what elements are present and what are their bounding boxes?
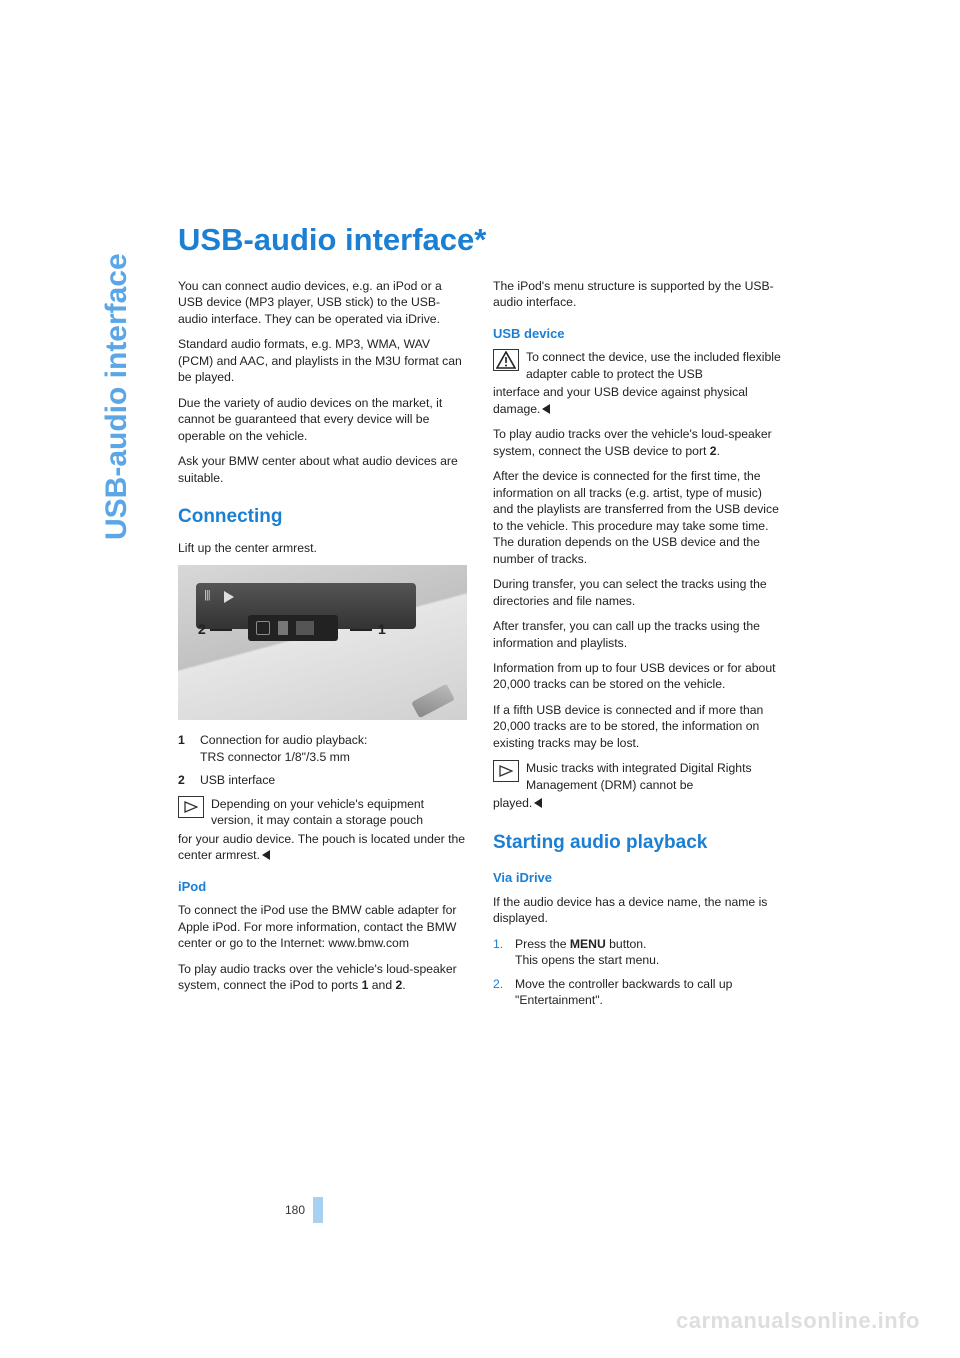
body-text: After the device is connected for the fi… xyxy=(493,468,782,567)
body-text: To play audio tracks over the vehicle's … xyxy=(178,961,467,994)
body-text: During transfer, you can select the trac… xyxy=(493,576,782,609)
item-number: 1 xyxy=(178,732,200,765)
body-text: Lift up the center armrest. xyxy=(178,540,467,556)
item-text: USB interface xyxy=(200,772,467,788)
figure-label-2: 2 xyxy=(198,620,206,639)
sidebar-section-title: USB-audio interface xyxy=(100,253,134,540)
body-text: After transfer, you can call up the trac… xyxy=(493,618,782,651)
note-text: To connect the device, use the included … xyxy=(526,349,782,382)
end-mark-icon xyxy=(542,404,550,414)
body-text: Information from up to four USB devices … xyxy=(493,660,782,693)
page-title: USB-audio interface* xyxy=(178,222,486,258)
heading-ipod: iPod xyxy=(178,878,467,896)
intro-para: You can connect audio devices, e.g. an i… xyxy=(178,278,467,327)
numbered-item: 2 USB interface xyxy=(178,772,467,788)
step-item: Press the MENU button. This opens the st… xyxy=(493,936,782,969)
body-text: The iPod's menu structure is supported b… xyxy=(493,278,782,311)
info-note: Music tracks with integrated Digital Rig… xyxy=(493,760,782,793)
warning-icon xyxy=(493,349,519,371)
numbered-item: 1 Connection for audio playback: TRS con… xyxy=(178,732,467,765)
body-text: If the audio device has a device name, t… xyxy=(493,894,782,927)
intro-para: Due the variety of audio devices on the … xyxy=(178,395,467,444)
note-continuation: played. xyxy=(493,795,782,811)
steps-list: Press the MENU button. This opens the st… xyxy=(493,936,782,1009)
page-number: 180 xyxy=(285,1197,323,1223)
end-mark-icon xyxy=(262,850,270,860)
watermark: carmanualsonline.info xyxy=(676,1308,920,1334)
figure-armrest: ||| 2 1 xyxy=(178,565,467,720)
note-text: Depending on your vehicle's equipment ve… xyxy=(211,796,467,829)
intro-para: Ask your BMW center about what audio dev… xyxy=(178,453,467,486)
warning-note: To connect the device, use the included … xyxy=(493,349,782,382)
content-area: You can connect audio devices, e.g. an i… xyxy=(178,278,782,1016)
heading-starting-playback: Starting audio playback xyxy=(493,830,782,856)
body-text: If a fifth USB device is connected and i… xyxy=(493,702,782,751)
step-item: Move the controller backwards to call up… xyxy=(493,976,782,1009)
right-column: The iPod's menu structure is supported b… xyxy=(493,278,782,1016)
heading-via-idrive: Via iDrive xyxy=(493,869,782,887)
item-text: Connection for audio playback: TRS conne… xyxy=(200,732,467,765)
body-text: To play audio tracks over the vehicle's … xyxy=(493,426,782,459)
body-text: To connect the iPod use the BMW cable ad… xyxy=(178,902,467,951)
note-continuation: interface and your USB device against ph… xyxy=(493,384,782,417)
heading-connecting: Connecting xyxy=(178,504,467,530)
figure-label-1: 1 xyxy=(378,620,386,639)
item-number: 2 xyxy=(178,772,200,788)
left-column: You can connect audio devices, e.g. an i… xyxy=(178,278,467,1016)
note-text: Music tracks with integrated Digital Rig… xyxy=(526,760,782,793)
intro-para: Standard audio formats, e.g. MP3, WMA, W… xyxy=(178,336,467,385)
page-marker-bar xyxy=(313,1197,323,1223)
info-icon xyxy=(178,796,204,818)
info-note: Depending on your vehicle's equipment ve… xyxy=(178,796,467,829)
info-icon xyxy=(493,760,519,782)
note-continuation: for your audio device. The pouch is loca… xyxy=(178,831,467,864)
heading-usb-device: USB device xyxy=(493,325,782,343)
end-mark-icon xyxy=(534,798,542,808)
